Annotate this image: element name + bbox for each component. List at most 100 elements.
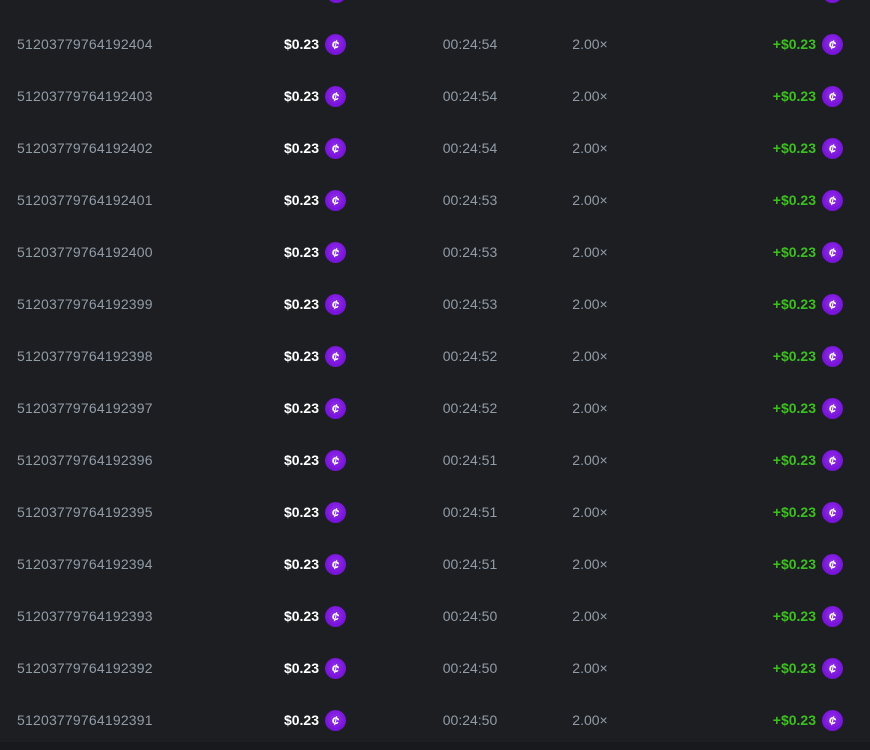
bet-time-cell: 00:24:50 [380, 608, 560, 624]
bet-payout-cell: +$0.23 ¢ [620, 657, 870, 679]
cent-symbol: ¢ [827, 399, 838, 417]
cent-symbol: ¢ [330, 295, 341, 313]
bet-multiplier: 2.00× [572, 608, 608, 624]
bet-multiplier: 2.00× [572, 36, 608, 52]
bet-row[interactable]: 51203779764192400 $0.23 ¢ 00:24:53 2.00× +$0.… [0, 226, 870, 278]
bet-id-link[interactable]: 51203779764192394 [17, 556, 153, 572]
bet-amount-cell: $0.23 ¢ [250, 241, 380, 263]
bet-amount-cell: $0.23 ¢ [250, 397, 380, 419]
bet-row[interactable]: 51203779764192398 $0.23 ¢ 00:24:52 2.00× +$0.… [0, 330, 870, 382]
stake-cash-coin-icon: ¢ [325, 449, 347, 471]
bet-time-cell: 00:24:53 [380, 296, 560, 312]
bet-payout-cell: +$0.23 ¢ [620, 189, 870, 211]
bet-id-cell: 51203779764192398 [0, 348, 250, 364]
bet-payout-cell: +$0.23 ¢ [620, 137, 870, 159]
cent-symbol: ¢ [827, 35, 838, 53]
bet-payout-cell: +$0.23 ¢ [620, 501, 870, 523]
bet-row-partial: ¢¢ [0, 0, 870, 18]
bet-time-cell: 00:24:52 [380, 400, 560, 416]
stake-cash-coin-icon: ¢ [325, 605, 347, 627]
bet-multiplier-cell: 2.00× [560, 712, 620, 728]
bet-payout: +$0.23 [772, 712, 816, 728]
bet-time-cell: 00:24:51 [380, 556, 560, 572]
bet-id-link[interactable]: 51203779764192396 [17, 452, 153, 468]
bet-multiplier-cell: 2.00× [560, 348, 620, 364]
bet-multiplier-cell: 2.00× [560, 244, 620, 260]
stake-cash-coin-icon: ¢ [822, 137, 843, 159]
bet-time: 00:24:52 [442, 348, 498, 364]
bet-amount: $0.23 [283, 140, 320, 156]
bet-amount: $0.23 [283, 608, 320, 624]
cent-symbol: ¢ [330, 399, 341, 417]
bet-id-link[interactable]: 51203779764192401 [17, 192, 153, 208]
bet-time: 00:24:53 [442, 192, 498, 208]
stake-cash-coin-icon: ¢ [822, 293, 843, 315]
bet-id-link[interactable]: 51203779764192395 [17, 504, 153, 520]
stake-cash-coin-icon: ¢ [822, 85, 843, 107]
bet-amount: $0.23 [283, 36, 320, 52]
bet-time: 00:24:50 [442, 660, 498, 676]
bet-row[interactable]: 51203779764192401 $0.23 ¢ 00:24:53 2.00× +$0.… [0, 174, 870, 226]
bet-multiplier: 2.00× [572, 712, 608, 728]
bet-time: 00:24:52 [442, 400, 498, 416]
bet-time-cell: 00:24:54 [380, 36, 560, 52]
stake-cash-coin-icon: ¢ [822, 553, 843, 575]
bet-payout: +$0.23 [772, 192, 816, 208]
bet-amount-cell: ¢ [250, 0, 380, 3]
cent-symbol: ¢ [827, 711, 838, 729]
stake-cash-coin-icon: ¢ [325, 85, 347, 107]
bet-row[interactable]: 51203779764192396 $0.23 ¢ 00:24:51 2.00× +$0.… [0, 434, 870, 486]
bet-amount: $0.23 [283, 244, 320, 260]
bet-payout: +$0.23 [772, 296, 816, 312]
bet-time-cell: 00:24:54 [380, 88, 560, 104]
bet-id-link[interactable]: 51203779764192402 [17, 140, 153, 156]
cent-symbol: ¢ [330, 555, 341, 573]
bet-row[interactable]: 51203779764192393 $0.23 ¢ 00:24:50 2.00× +$0.… [0, 590, 870, 642]
bet-payout-cell: +$0.23 ¢ [620, 709, 870, 731]
bet-row[interactable]: 51203779764192403 $0.23 ¢ 00:24:54 2.00× +$0.… [0, 70, 870, 122]
bet-id-link[interactable]: 51203779764192404 [17, 36, 153, 52]
bet-amount-cell: $0.23 ¢ [250, 293, 380, 315]
bet-multiplier: 2.00× [572, 660, 608, 676]
bet-row[interactable]: 51203779764192394 $0.23 ¢ 00:24:51 2.00× +$0.… [0, 538, 870, 590]
bet-id-link[interactable]: 51203779764192400 [17, 244, 153, 260]
stake-cash-coin-icon: ¢ [822, 501, 843, 523]
bet-id-cell: 51203779764192396 [0, 452, 250, 468]
bet-time-cell: 00:24:52 [380, 348, 560, 364]
bet-payout: +$0.23 [772, 452, 816, 468]
stake-cash-coin-icon: ¢ [822, 449, 843, 471]
bet-row[interactable]: 51203779764192399 $0.23 ¢ 00:24:53 2.00× +$0.… [0, 278, 870, 330]
bet-payout-cell: ¢ [620, 0, 870, 3]
bet-time: 00:24:51 [442, 504, 498, 520]
bet-id-link[interactable]: 51203779764192392 [17, 660, 153, 676]
bet-row[interactable]: 51203779764192402 $0.23 ¢ 00:24:54 2.00× +$0.… [0, 122, 870, 174]
cent-symbol: ¢ [330, 503, 341, 521]
cent-symbol: ¢ [827, 191, 838, 209]
bet-multiplier-cell: 2.00× [560, 36, 620, 52]
bet-multiplier-cell: 2.00× [560, 400, 620, 416]
bet-id-link[interactable]: 51203779764192397 [17, 400, 153, 416]
bet-amount: $0.23 [283, 712, 320, 728]
bet-amount-cell: $0.23 ¢ [250, 709, 380, 731]
bet-payout: +$0.23 [772, 608, 816, 624]
cent-symbol: ¢ [330, 607, 341, 625]
bet-id-link[interactable]: 51203779764192399 [17, 296, 153, 312]
bet-row[interactable]: 51203779764192392 $0.23 ¢ 00:24:50 2.00× +$0.… [0, 642, 870, 694]
bet-payout-cell: +$0.23 ¢ [620, 449, 870, 471]
bet-id-link[interactable]: 51203779764192403 [17, 88, 153, 104]
bet-row[interactable]: 51203779764192395 $0.23 ¢ 00:24:51 2.00× +$0.… [0, 486, 870, 538]
cent-symbol: ¢ [330, 139, 341, 157]
bet-row[interactable]: 51203779764192391 $0.23 ¢ 00:24:50 2.00× +$0.… [0, 694, 870, 746]
bet-multiplier-cell: 2.00× [560, 660, 620, 676]
stake-cash-coin-icon: ¢ [822, 241, 843, 263]
stake-cash-coin-icon: ¢ [822, 33, 843, 55]
bet-time-cell: 00:24:53 [380, 244, 560, 260]
bet-amount: $0.23 [283, 192, 320, 208]
bet-row[interactable]: 51203779764192404 $0.23 ¢ 00:24:54 2.00× +$0.… [0, 18, 870, 70]
bet-row[interactable]: 51203779764192397 $0.23 ¢ 00:24:52 2.00× +$0.… [0, 382, 870, 434]
bet-id-link[interactable]: 51203779764192391 [17, 712, 153, 728]
bet-id-link[interactable]: 51203779764192393 [17, 608, 153, 624]
bet-id-link[interactable]: 51203779764192398 [17, 348, 153, 364]
